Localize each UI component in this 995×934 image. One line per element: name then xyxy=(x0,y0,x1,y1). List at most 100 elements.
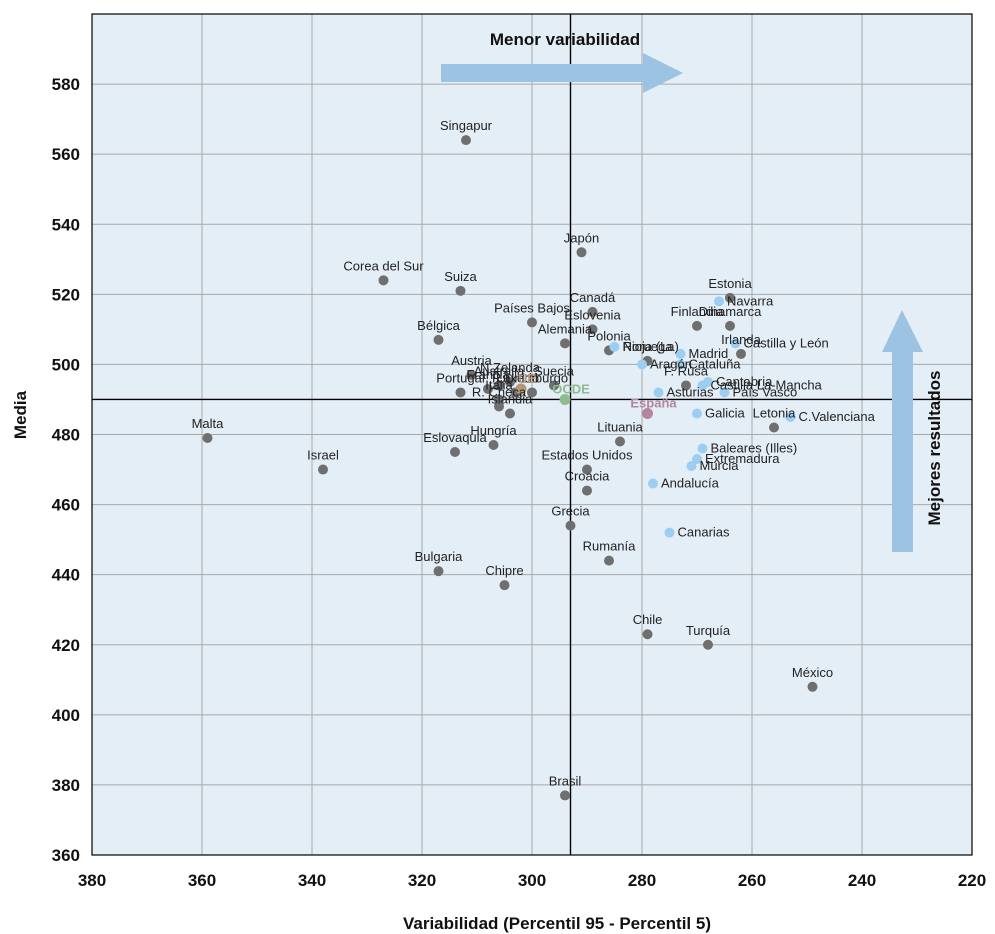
country-point xyxy=(587,324,598,335)
country-label: Países Bajos xyxy=(494,300,570,315)
country-point xyxy=(202,433,213,444)
y-axis-title: Media xyxy=(11,390,30,439)
country-label: Hungría xyxy=(470,423,517,438)
region-label: Rioja (La) xyxy=(623,339,679,354)
y-tick-label: 560 xyxy=(52,145,80,164)
country-point xyxy=(494,401,504,412)
country-point xyxy=(378,275,389,286)
region-label: País Vasco xyxy=(733,384,798,399)
country-label: Alemania xyxy=(538,321,593,336)
aggregate-point xyxy=(642,407,653,419)
country-label: Irlanda xyxy=(721,332,762,347)
country-point xyxy=(565,520,576,531)
country-point xyxy=(576,247,587,258)
country-point xyxy=(807,681,818,692)
country-label: Brasil xyxy=(549,773,582,788)
country-label: F. Rusa xyxy=(664,363,709,378)
data-points xyxy=(202,135,818,801)
country-label: Bélgica xyxy=(417,318,460,333)
country-label: Turquía xyxy=(686,623,731,638)
country-label: México xyxy=(792,665,833,680)
aggregate-label: OCDE xyxy=(552,381,590,396)
country-point xyxy=(615,436,625,447)
country-point xyxy=(642,629,653,640)
x-tick-labels: 380 360 340 320 300 280 260 240 220 xyxy=(78,871,986,890)
country-point xyxy=(549,380,559,391)
country-label: Croacia xyxy=(565,469,611,484)
country-label: Malta xyxy=(192,416,225,431)
country-point xyxy=(433,334,444,345)
country-point xyxy=(527,317,537,328)
country-label: Islandia xyxy=(488,391,534,406)
country-point xyxy=(527,387,537,398)
region-label: Asturias xyxy=(667,384,714,399)
country-point xyxy=(455,285,466,296)
y-tick-label: 520 xyxy=(52,285,80,304)
annotation-right-arrow-label: Mejores resultados xyxy=(925,371,944,526)
right-arrow-icon xyxy=(441,53,683,93)
country-point xyxy=(499,580,510,591)
region-label: Galicia xyxy=(705,405,746,420)
x-tick-label: 240 xyxy=(848,871,876,890)
y-tick-label: 360 xyxy=(52,846,80,865)
country-label: Grecia xyxy=(551,504,590,519)
region-label: Canarias xyxy=(678,525,731,540)
aggregate-label: España xyxy=(630,395,677,410)
country-point xyxy=(488,440,499,451)
region-label: Baleares (Illes) xyxy=(711,441,798,456)
x-axis-title: Variabilidad (Percentil 95 - Percentil 5… xyxy=(403,914,711,933)
region-label: Aragón xyxy=(650,356,692,371)
country-point xyxy=(587,306,598,317)
country-label: N.Zelanda xyxy=(480,360,541,375)
region-point xyxy=(714,296,724,307)
country-label: Suecia xyxy=(534,363,575,378)
country-point xyxy=(450,447,460,458)
country-point xyxy=(725,292,735,303)
country-point xyxy=(505,408,515,419)
y-tick-label: 580 xyxy=(52,75,80,94)
x-tick-label: 320 xyxy=(408,871,436,890)
region-label: Navarra xyxy=(727,293,774,308)
country-point xyxy=(725,320,735,331)
country-label: Chile xyxy=(633,612,663,627)
country-label: Eslovenia xyxy=(564,307,621,322)
y-tick-label: 380 xyxy=(52,776,80,795)
region-point xyxy=(697,380,708,391)
region-point xyxy=(609,341,620,352)
region-label: Andalucía xyxy=(661,476,720,491)
aggregate-point xyxy=(559,393,571,405)
country-label: Singapur xyxy=(440,118,493,133)
country-point xyxy=(560,338,570,349)
aggregate-label: UE xyxy=(518,371,536,386)
aggregate-point xyxy=(515,383,527,395)
country-point xyxy=(318,464,328,475)
country-label: Bulgaria xyxy=(415,549,463,564)
country-point xyxy=(466,369,477,380)
x-tick-label: 280 xyxy=(628,871,656,890)
country-point xyxy=(494,380,504,391)
annotation-top-arrow: Menor variabilidad xyxy=(441,30,683,93)
country-point xyxy=(455,387,466,398)
country-point xyxy=(483,383,493,394)
country-label: Dinamarca xyxy=(699,304,763,319)
country-label: Estonia xyxy=(708,276,752,291)
country-point xyxy=(692,320,702,331)
region-point xyxy=(675,348,686,359)
country-point xyxy=(681,380,691,391)
region-point xyxy=(637,359,647,370)
region-point xyxy=(692,408,702,419)
x-tick-label: 380 xyxy=(78,871,106,890)
country-label: Israel xyxy=(307,448,339,463)
region-label: Castilla La-Mancha xyxy=(711,377,823,392)
country-label: Letonia xyxy=(753,405,796,420)
country-label: R. Checa xyxy=(472,384,527,399)
country-point xyxy=(560,790,570,801)
region-point xyxy=(719,387,730,398)
region-point xyxy=(675,359,686,370)
x-tick-label: 260 xyxy=(738,871,766,890)
country-label: Polonia xyxy=(587,328,631,343)
region-label: Murcia xyxy=(700,458,740,473)
country-label: Austria xyxy=(451,353,492,368)
grid-lines xyxy=(92,14,972,855)
